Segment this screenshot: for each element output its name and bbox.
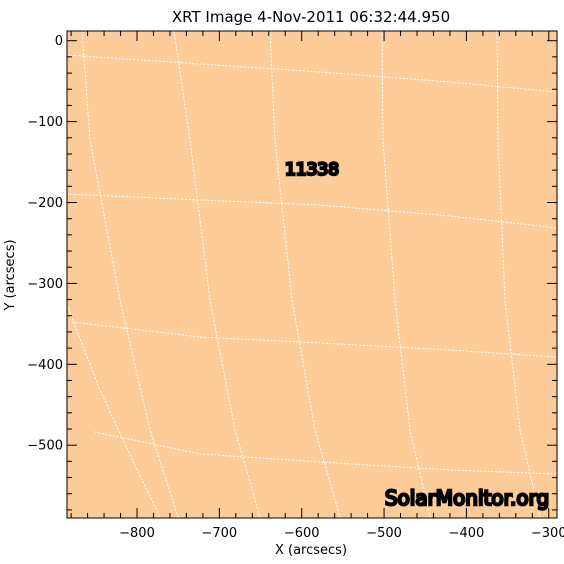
heliographic-grid bbox=[66, 30, 558, 518]
tick-label: −700 bbox=[201, 526, 237, 541]
tick-label: −400 bbox=[27, 358, 63, 373]
tick-label: −300 bbox=[27, 277, 63, 292]
plot-frame bbox=[66, 30, 558, 519]
longitude-line bbox=[173, 30, 261, 518]
tick-label: −200 bbox=[27, 196, 63, 211]
tick-label: 0 bbox=[55, 34, 63, 49]
longitude-line bbox=[66, 304, 161, 518]
latitude-line bbox=[66, 54, 558, 93]
tick-label: −400 bbox=[449, 526, 485, 541]
latitude-line bbox=[66, 193, 558, 229]
tick-label: −300 bbox=[531, 526, 564, 541]
tick-label: −100 bbox=[27, 115, 63, 130]
tick-label: −500 bbox=[366, 526, 402, 541]
latitude-line bbox=[71, 321, 558, 358]
longitude-line bbox=[496, 30, 541, 518]
longitude-line bbox=[269, 30, 341, 518]
tick-label: −600 bbox=[284, 526, 320, 541]
active-region-label-11338: 11338 bbox=[285, 160, 339, 180]
x-axis-label: X (arcsecs) bbox=[275, 543, 347, 558]
watermark-solarmonitor: SolarMonitor.org bbox=[385, 486, 549, 510]
tick-label: −800 bbox=[119, 526, 155, 541]
y-axis-label: Y (arcsecs) bbox=[3, 239, 18, 311]
tick-label: −500 bbox=[27, 439, 63, 454]
plot-title: XRT Image 4-Nov-2011 06:32:44.950 bbox=[172, 8, 450, 26]
axis-ticks: −800 −700 −600 −500 −400 −300 0 −100 −200 −300 −40… bbox=[27, 31, 564, 541]
xrt-image-area bbox=[67, 31, 557, 518]
latitude-line bbox=[94, 431, 558, 475]
longitude-line bbox=[381, 30, 431, 518]
